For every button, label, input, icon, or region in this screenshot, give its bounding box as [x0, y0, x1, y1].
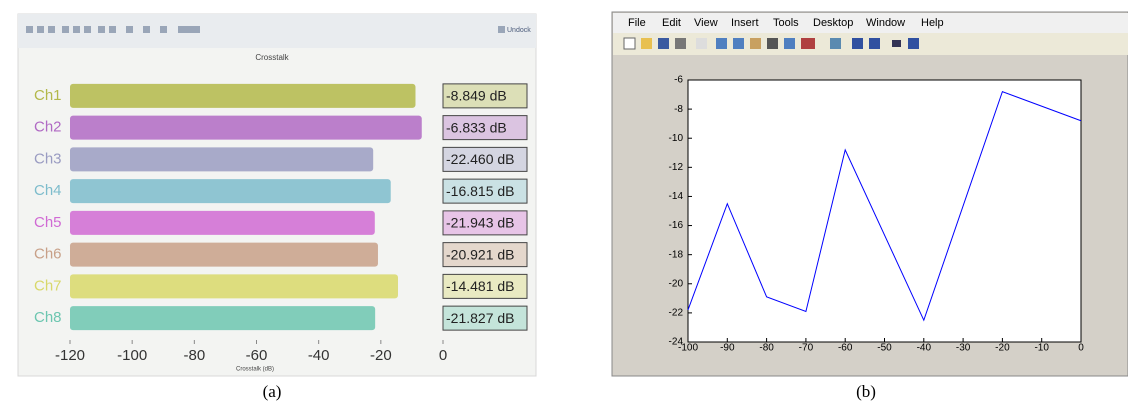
- y-tick-label: -20: [669, 278, 684, 289]
- x-tick-label: 0: [1078, 343, 1084, 354]
- y-tick-label: -24: [669, 337, 684, 348]
- x-tick-label: -30: [956, 343, 971, 354]
- category-label: Ch8: [34, 309, 62, 326]
- axes-box: [688, 80, 1081, 342]
- x-tick-label: -90: [720, 343, 735, 354]
- chart-title: Crosstalk: [255, 53, 289, 62]
- value-label: -21.827 dB: [446, 310, 515, 326]
- y-tick-label: -12: [669, 162, 684, 173]
- x-tick-label: -60: [838, 343, 853, 354]
- x-tick-label: -70: [799, 343, 814, 354]
- caption: (b): [856, 382, 876, 401]
- menu-item[interactable]: Desktop: [813, 17, 853, 29]
- bar: [70, 84, 415, 108]
- x-tick-label: 0: [439, 347, 447, 364]
- y-tick-label: -22: [669, 308, 684, 319]
- y-tick-label: -6: [674, 75, 683, 86]
- category-label: Ch5: [34, 214, 62, 231]
- category-label: Ch2: [34, 119, 62, 136]
- bar: [70, 243, 378, 267]
- value-label: -8.849 dB: [446, 88, 507, 104]
- menu-item[interactable]: Tools: [773, 17, 799, 29]
- y-tick-label: -18: [669, 249, 684, 260]
- value-label: -21.943 dB: [446, 215, 515, 231]
- x-tick-label: -100: [117, 347, 147, 364]
- x-tick-label: -20: [370, 347, 392, 364]
- bar: [70, 211, 375, 235]
- menu-item[interactable]: Insert: [731, 17, 759, 29]
- y-tick-label: -8: [674, 104, 683, 115]
- value-label: -20.921 dB: [446, 246, 515, 262]
- x-tick-label: -80: [759, 343, 774, 354]
- undock-button[interactable]: Undock: [507, 27, 531, 34]
- caption: (a): [263, 382, 282, 401]
- category-label: Ch6: [34, 246, 62, 263]
- x-tick-label: -80: [183, 347, 205, 364]
- page: Undock (a) (b) File Edit View Insert Tools De…: [0, 0, 1128, 403]
- x-tick-label: -40: [917, 343, 932, 354]
- menu-item[interactable]: Window: [866, 17, 905, 29]
- x-axis-label: Crosstalk (dB): [236, 367, 274, 373]
- bar: [70, 116, 422, 140]
- x-tick-label: -60: [246, 347, 268, 364]
- bar: [70, 147, 373, 171]
- category-label: Ch7: [34, 277, 62, 294]
- x-tick-label: -120: [55, 347, 85, 364]
- y-tick-label: -10: [669, 133, 684, 144]
- panel-a-toolbar: [18, 14, 536, 48]
- menu-item[interactable]: Edit: [662, 17, 681, 29]
- menu-item[interactable]: File: [628, 17, 646, 29]
- x-tick-label: -50: [877, 343, 892, 354]
- menu-item[interactable]: View: [694, 17, 718, 29]
- category-label: Ch3: [34, 150, 62, 167]
- category-label: Ch1: [34, 87, 62, 104]
- menu-item[interactable]: Help: [921, 17, 944, 29]
- y-tick-label: -14: [669, 191, 684, 202]
- value-label: -14.481 dB: [446, 278, 515, 294]
- figure: Undock (a) (b) File Edit View Insert Tools De…: [0, 0, 1128, 403]
- y-tick-label: -16: [669, 220, 684, 231]
- value-label: -16.815 dB: [446, 183, 515, 199]
- x-tick-label: -20: [995, 343, 1010, 354]
- bar: [70, 274, 398, 298]
- x-tick-label: -40: [308, 347, 330, 364]
- figure-toolbar-icons: [624, 38, 919, 49]
- bar: [70, 306, 375, 330]
- x-tick-label: -10: [1034, 343, 1049, 354]
- bar: [70, 179, 391, 203]
- category-label: Ch4: [34, 182, 62, 199]
- value-label: -22.460 dB: [446, 151, 515, 167]
- value-label: -6.833 dB: [446, 119, 507, 135]
